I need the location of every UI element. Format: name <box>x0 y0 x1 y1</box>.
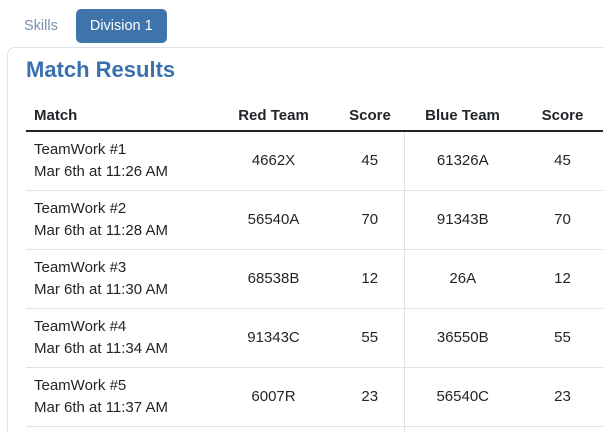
match-name: TeamWork #5 <box>34 377 127 394</box>
tab-bar: Skills Division 1 <box>0 0 603 47</box>
match-name: TeamWork #4 <box>34 318 127 335</box>
table-row: TeamWork #1 Mar 6th at 11:26 AM 4662X 45… <box>26 131 603 191</box>
red-team-cell: 68538B <box>211 249 336 309</box>
match-time: Mar 6th at 11:30 AM <box>34 281 168 298</box>
blue-team-cell: 36550B <box>403 308 521 368</box>
blue-team-cell: 91343B <box>403 190 521 250</box>
col-header-match: Match <box>26 100 211 132</box>
red-score-cell: 12 <box>336 249 404 309</box>
blue-score-cell: 23 <box>521 367 603 427</box>
panel-title: Match Results <box>26 57 176 82</box>
match-time: Mar 6th at 11:26 AM <box>34 163 168 180</box>
tab-skills[interactable]: Skills <box>24 17 58 34</box>
col-header-red-score: Score <box>336 100 404 132</box>
blue-score-cell: 45 <box>521 131 603 191</box>
table-row: TeamWork #4 Mar 6th at 11:34 AM 91343C 5… <box>26 308 603 368</box>
match-name: TeamWork #1 <box>34 141 127 158</box>
table-row: TeamWork #3 Mar 6th at 11:30 AM 68538B 1… <box>26 249 603 309</box>
red-score-cell: 45 <box>336 131 404 191</box>
blue-team-cell: 61326A <box>403 131 521 191</box>
match-results-table: Match Red Team Score Blue Team Score Tea… <box>26 100 603 432</box>
match-cell: TeamWork #2 Mar 6th at 11:28 AM <box>26 190 211 250</box>
blue-score-cell: 55 <box>521 308 603 368</box>
blue-team-cell: 56540C <box>403 367 521 427</box>
red-team-cell: 4662X <box>211 131 336 191</box>
blue-team-cell: 26A <box>403 249 521 309</box>
red-team-cell: 91343C <box>211 308 336 368</box>
red-team-cell: 6007R <box>211 367 336 427</box>
blue-score-cell: 12 <box>521 249 603 309</box>
table-row: TeamWork #5 Mar 6th at 11:37 AM 6007R 23… <box>26 367 603 427</box>
match-cell: TeamWork #5 Mar 6th at 11:37 AM <box>26 367 211 427</box>
match-cell: TeamWork #4 Mar 6th at 11:34 AM <box>26 308 211 368</box>
match-cell: TeamWork #1 Mar 6th at 11:26 AM <box>26 131 211 191</box>
table-row: TeamWork #2 Mar 6th at 11:28 AM 56540A 7… <box>26 190 603 250</box>
match-time: Mar 6th at 11:34 AM <box>34 340 168 357</box>
tab-division-1[interactable]: Division 1 <box>75 8 167 43</box>
red-team-cell: 56540A <box>211 190 336 250</box>
red-score-cell: 23 <box>336 367 404 427</box>
match-name: TeamWork #3 <box>34 259 127 276</box>
col-header-red-team: Red Team <box>211 100 336 132</box>
match-name: TeamWork #2 <box>34 200 127 217</box>
table-row-partial <box>26 426 603 432</box>
table-header-row: Match Red Team Score Blue Team Score <box>26 100 603 132</box>
blue-score-cell: 70 <box>521 190 603 250</box>
red-score-cell: 70 <box>336 190 404 250</box>
match-results-panel: Match Results Match Red Team Score Blue … <box>7 47 603 432</box>
col-header-blue-score: Score <box>521 100 603 132</box>
match-cell: TeamWork #3 Mar 6th at 11:30 AM <box>26 249 211 309</box>
red-score-cell: 55 <box>336 308 404 368</box>
col-header-blue-team: Blue Team <box>404 100 521 132</box>
match-time: Mar 6th at 11:37 AM <box>34 399 168 416</box>
match-time: Mar 6th at 11:28 AM <box>34 222 168 239</box>
